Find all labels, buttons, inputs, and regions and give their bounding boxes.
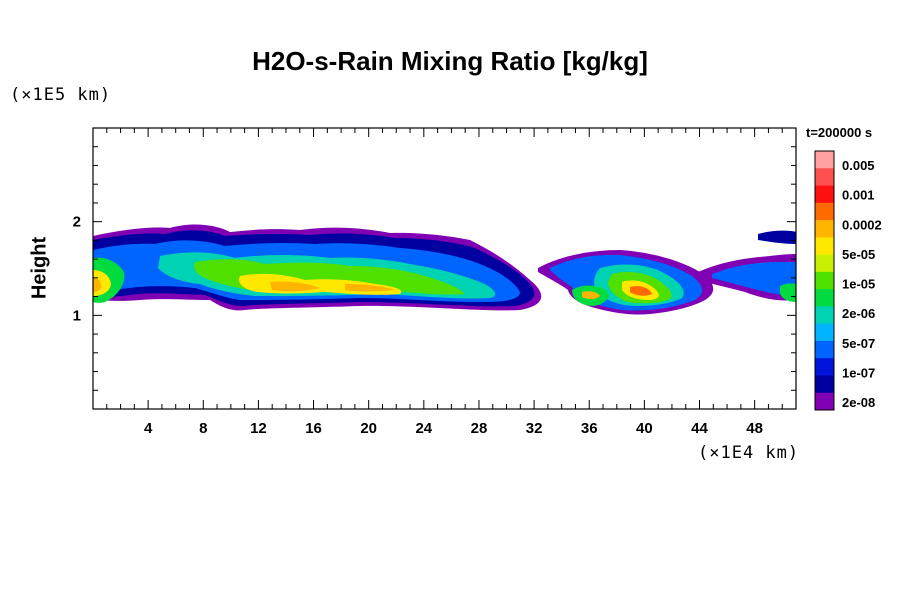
- x-tick-label: 24: [415, 420, 432, 437]
- colorbar-label: 0.005: [842, 158, 875, 173]
- colorbar-frame: [814, 150, 835, 411]
- colorbar-swatch: [815, 323, 834, 342]
- time-label: t=200000 s: [806, 125, 873, 140]
- x-tick-label: 40: [636, 420, 653, 437]
- cloud-band-left-orange: [270, 281, 395, 292]
- x-tick-label: 4: [144, 420, 153, 437]
- colorbar-swatch: [815, 237, 834, 256]
- x-tick-label: 16: [305, 420, 322, 437]
- colorbar-label: 0.001: [842, 188, 875, 203]
- colorbar-label: 5e-07: [842, 336, 875, 351]
- y-axis-unit: (×1E5 km): [10, 85, 112, 105]
- colorbar-label: 2e-06: [842, 306, 875, 321]
- colorbar: 0.005 0.001 0.0002 5e-05 1e-05 2e-06 5e-07 1e-0…: [814, 150, 882, 411]
- colorbar-swatch: [815, 340, 834, 359]
- colorbar-swatch: [815, 358, 834, 376]
- colorbar-swatch: [815, 289, 834, 307]
- x-tick-label: 28: [471, 420, 488, 437]
- colorbar-swatch: [815, 375, 834, 394]
- cloud-band-right-top: [758, 230, 796, 244]
- colorbar-label: 1e-07: [842, 365, 875, 380]
- colorbar-swatch: [815, 185, 834, 204]
- colorbar-swatch: [815, 306, 834, 325]
- colorbar-swatch: [815, 271, 834, 290]
- colorbar-swatch: [815, 254, 834, 273]
- colorbar-swatch: [815, 392, 834, 411]
- plot-frame: [92, 127, 797, 410]
- x-tick-label: 12: [250, 420, 267, 437]
- colorbar-swatch: [815, 202, 834, 221]
- cloud-band-mid-hot: [630, 285, 652, 296]
- x-tick-label: 48: [746, 420, 763, 437]
- cloud-lobe-mid-left-core: [582, 291, 600, 300]
- colorbar-label: 5e-05: [842, 247, 875, 262]
- cloud-lobe-left-edge-hot: [93, 278, 102, 292]
- cloud-band-right-blue: [712, 262, 796, 296]
- cloud-lobe-right-edge: [780, 283, 796, 302]
- x-tick-label: 44: [691, 420, 708, 437]
- y-tick-label: 1: [73, 307, 81, 324]
- x-tick-label: 36: [581, 420, 598, 437]
- colorbar-label: 0.0002: [842, 217, 882, 232]
- y-axis-ticks: 12: [73, 146, 796, 391]
- colorbar-label: 1e-05: [842, 277, 875, 292]
- x-axis-unit: (×1E4 km): [698, 443, 800, 463]
- x-tick-label: 8: [199, 420, 207, 437]
- colorbar-swatch: [815, 151, 834, 169]
- colorbar-swatch: [815, 220, 834, 238]
- x-tick-label: 32: [526, 420, 543, 437]
- x-tick-label: 20: [360, 420, 377, 437]
- chart-title: H2O-s-Rain Mixing Ratio [kg/kg]: [252, 46, 648, 76]
- mixing-ratio-field: [93, 224, 796, 315]
- y-tick-label: 2: [73, 214, 81, 231]
- colorbar-swatch: [815, 168, 834, 187]
- colorbar-label: 2e-08: [842, 395, 875, 410]
- x-axis-ticks: 4 8 12 16 20 24 28 32 36 40 44 48: [106, 128, 783, 437]
